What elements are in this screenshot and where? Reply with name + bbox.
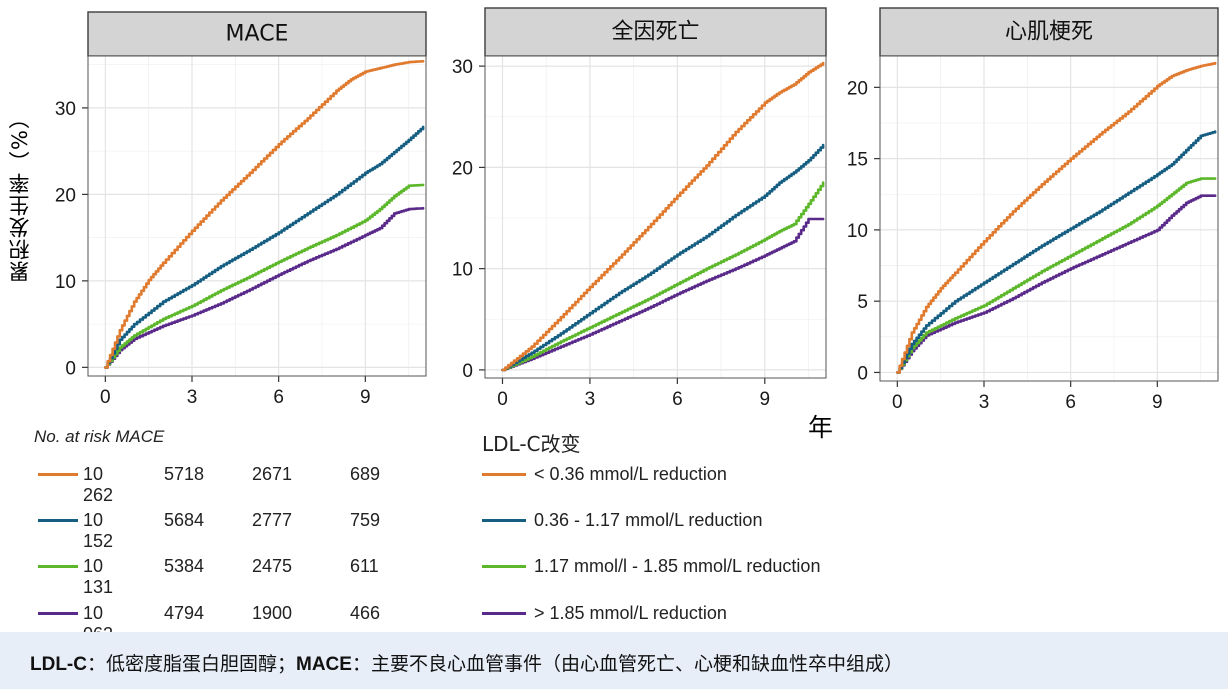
x-tick-label: 3 [979,392,990,413]
y-tick-label: 30 [452,57,473,78]
series-line-gt-1-85-mmol-l-reduction [501,217,825,372]
x-tick-label: 9 [360,387,371,408]
risk-cell: 759 [350,510,381,530]
plot-border [87,55,427,377]
legend-swatch [482,519,526,522]
x-tick-label: 3 [585,389,596,410]
x-tick-label: 3 [187,387,198,408]
risk-table-title: No. at risk MACE [34,427,165,446]
legend-label: 1.17 mmol/l - 1.85 mmol/L reduction [534,556,821,576]
y-tick-label: 10 [847,221,868,242]
x-tick-label: 9 [760,389,771,410]
risk-cell: 466 [350,603,381,623]
series-line-gt-1-85-mmol-l-reduction [104,206,425,369]
risk-cell: 4794 [164,603,205,623]
y-tick-label: 20 [452,158,473,179]
x-tick-label: 0 [497,389,508,410]
x-tick-label: 9 [1152,392,1163,413]
risk-cell: 5718 [164,464,205,484]
risk-cell: 5384 [164,556,205,576]
series-line-1-17-mmol-l-1-85-mmol-l-reduction [896,177,1217,374]
y-tick-label: 15 [847,150,868,171]
plot-border [484,55,827,379]
y-tick-label: 0 [462,361,473,382]
y-tick-label: 5 [857,292,868,313]
plot-border [879,55,1219,382]
legend-swatch [482,473,526,476]
panel-strip [879,7,1219,57]
legend-title: LDL-C改变 [482,432,581,456]
y-tick-label: 20 [847,78,868,99]
panel-strip [484,7,827,57]
footnote-abbr-mace: MACE [296,654,352,675]
risk-row-swatch [38,565,78,568]
x-tick-label: 6 [273,387,284,408]
panel-mace: MACE 0 3 6 9 0 10 20 30 [55,11,427,408]
series-line-lt-0-36-mmol-l-reduction [501,61,825,372]
x-axis-unit: 年 [808,413,834,442]
risk-row-swatch [38,473,78,476]
footnote-abbr-ldlc: LDL-C [30,654,87,675]
panel-all-cause-death: 全因死亡 0 3 6 9 0 10 20 30 [452,7,827,410]
plot-area [879,55,1219,382]
series-line-1-17-mmol-l-1-85-mmol-l-reduction [501,181,825,372]
panel-title: 心肌梗死 [1005,20,1093,45]
risk-cell: 689 [350,464,381,484]
panel-strip [87,11,427,57]
legend-swatch [482,612,526,615]
series-line-gt-1-85-mmol-l-reduction [896,194,1217,374]
panel-title: 全因死亡 [611,20,699,45]
x-tick-label: 6 [1065,392,1076,413]
legend-swatch [482,565,526,568]
legend-label: 0.36 - 1.17 mmol/L reduction [534,510,763,530]
risk-cell: 10 262 [83,464,114,505]
legend-label: > 1.85 mmol/L reduction [534,603,727,623]
series-line-0-36-1-17-mmol-l-reduction [896,130,1217,374]
x-tick-label: 0 [100,387,111,408]
y-tick-label: 10 [55,272,76,293]
panel-myocardial-infarction: 心肌梗死 0 3 6 9 0 5 10 15 20 [847,7,1219,413]
risk-row-swatch [38,519,78,522]
risk-cell: 611 [350,556,379,576]
risk-cell: 2777 [252,510,293,530]
risk-cell: 1900 [252,603,293,623]
y-tick-label: 20 [55,185,76,206]
series-line-lt-0-36-mmol-l-reduction [104,59,425,369]
footnote-text: LDL-C：低密度脂蛋白胆固醇；MACE：主要不良心血管事件（由心血管死亡、心梗… [30,649,903,676]
risk-cell: 10 131 [83,556,114,597]
footnote-def-mace: ：主要不良心血管事件（由心血管死亡、心梗和缺血性卒中组成） [351,653,903,675]
series-line-1-17-mmol-l-1-85-mmol-l-reduction [104,183,425,369]
plot-area [484,55,827,379]
risk-cell: 2475 [252,556,293,576]
y-tick-label: 30 [55,99,76,120]
footnote-def-ldlc: ：低密度脂蛋白胆固醇； [86,653,296,675]
y-tick-label: 0 [65,358,76,379]
risk-cell: 5684 [164,510,205,530]
series-line-0-36-1-17-mmol-l-reduction [104,125,425,369]
legend-label: < 0.36 mmol/L reduction [534,464,727,484]
series-line-0-36-1-17-mmol-l-reduction [501,143,825,372]
footnote-bar: LDL-C：低密度脂蛋白胆固醇；MACE：主要不良心血管事件（由心血管死亡、心梗… [0,632,1228,689]
series-line-lt-0-36-mmol-l-reduction [896,61,1217,374]
risk-row-swatch [38,612,78,615]
risk-cell: 10 152 [83,510,114,551]
x-tick-label: 0 [892,392,903,413]
y-tick-label: 10 [452,260,473,281]
x-tick-label: 6 [672,389,683,410]
risk-cell: 2671 [252,464,293,484]
y-tick-label: 0 [857,363,868,384]
panel-title: MACE [226,22,289,47]
